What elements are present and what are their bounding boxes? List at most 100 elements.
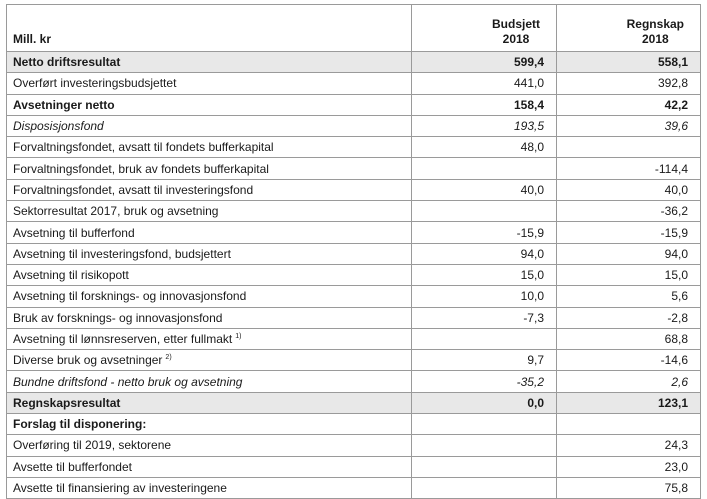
row-label: Avsetning til forsknings- og innovasjons… [6, 285, 412, 308]
row-label-text: Sektorresultat 2017, bruk og avsetning [13, 204, 219, 219]
table-row: Diverse bruk og avsetninger 2) 9,7 -14,6 [6, 349, 701, 372]
row-budsjett-value: 9,7 [411, 349, 557, 372]
row-label: Diverse bruk og avsetninger 2) [6, 349, 412, 372]
row-label: Avsette til finansiering av investeringe… [6, 476, 412, 499]
row-budsjett-value: 0,0 [411, 391, 557, 415]
row-regnskap-value: 5,6 [556, 285, 701, 308]
footnote-marker: 2) [165, 354, 172, 362]
row-regnskap-value: 23,0 [556, 455, 701, 478]
table-row: Forvaltningsfondet, bruk av fondets buff… [6, 157, 701, 180]
row-label-text: Avsetning til risikopott [13, 268, 129, 283]
row-label: Regnskapsresultat [6, 391, 412, 415]
row-budsjett-value [411, 455, 557, 478]
table-row: Bundne driftsfond - netto bruk og avsetn… [6, 370, 701, 393]
row-budsjett-value [411, 413, 557, 436]
row-label: Avsetninger netto [6, 93, 412, 116]
table-row: Avsetning til bufferfond -15,9 -15,9 [6, 221, 701, 244]
row-label-text: Avsetning til investeringsfond, budsjett… [13, 246, 231, 261]
row-budsjett-value: 15,0 [411, 263, 557, 287]
row-budsjett-value: 48,0 [411, 136, 557, 159]
table-row: Avsetning til lønnsreserven, etter fullm… [6, 327, 701, 351]
row-label: Overført investeringsbudsjettet [6, 72, 412, 95]
row-budsjett-value: -15,9 [411, 221, 557, 244]
row-label: Overføring til 2019, sektorene [6, 434, 412, 457]
row-regnskap-value: 40,0 [556, 178, 701, 202]
row-regnskap-value: 2,6 [556, 370, 701, 393]
table-row: Regnskapsresultat 0,0 123,1 [6, 391, 701, 415]
row-label-text: Avsette til bufferfondet [13, 459, 132, 474]
row-label-text: Forvaltningsfondet, avsatt til investeri… [13, 182, 254, 197]
header-unit-label: Mill. kr [6, 4, 412, 52]
row-label: Netto driftsresultat [6, 50, 412, 74]
row-budsjett-value: 40,0 [411, 178, 557, 202]
header-regnskap-line2: 2018 [641, 32, 669, 46]
row-regnskap-value [556, 413, 701, 436]
row-label: Sektorresultat 2017, bruk og avsetning [6, 200, 412, 223]
row-label-text: Disposisjonsfond [13, 119, 104, 134]
row-label: Avsetning til bufferfond [6, 221, 412, 244]
row-regnskap-value: 39,6 [556, 114, 701, 138]
row-regnskap-value: -15,9 [556, 221, 701, 244]
row-label-text: Overføring til 2019, sektorene [13, 438, 172, 453]
header-budsjett-line1: Budsjett [492, 17, 540, 31]
row-regnskap-value: -14,6 [556, 349, 701, 372]
row-regnskap-value: 42,2 [556, 93, 701, 116]
row-regnskap-value: 75,8 [556, 476, 701, 499]
row-budsjett-value: 10,0 [411, 285, 557, 308]
row-regnskap-value: 15,0 [556, 263, 701, 287]
footnote-marker: 1) [235, 333, 242, 340]
row-regnskap-value: 392,8 [556, 72, 701, 95]
row-regnskap-value: 68,8 [556, 327, 701, 351]
table-row: Avsette til finansiering av investeringe… [6, 476, 701, 499]
table-row: Avsetninger netto 158,4 42,2 [6, 93, 701, 116]
row-regnskap-value: 94,0 [556, 242, 701, 265]
table-row: Overføring til 2019, sektorene 24,3 [6, 434, 701, 457]
table-row: Avsetning til investeringsfond, budsjett… [6, 242, 701, 265]
row-regnskap-value: -36,2 [556, 200, 701, 223]
results-table: Mill. kr Budsjett 2018 Regnskap 2018 Netto… [6, 4, 701, 499]
row-label-text: Avsetning til bufferfond [13, 225, 135, 240]
table-row: Disposisjonsfond 193,5 39,6 [6, 114, 701, 138]
row-budsjett-value [411, 476, 557, 499]
row-label-text: Avsetning til forsknings- og innovasjons… [13, 289, 247, 304]
table-row: Bruk av forsknings- og innovasjonsfond -7… [6, 306, 701, 329]
row-label-text: Forslag til disponering: [13, 417, 147, 432]
row-regnskap-value [556, 136, 701, 159]
row-budsjett-value: 441,0 [411, 72, 557, 95]
table-row: Forvaltningsfondet, avsatt til fondets b… [6, 136, 701, 159]
header-budsjett-line2: 2018 [502, 32, 530, 46]
row-budsjett-value [411, 434, 557, 457]
row-label: Disposisjonsfond [6, 114, 412, 138]
row-regnskap-value: -2,8 [556, 306, 701, 329]
row-budsjett-value: 158,4 [411, 93, 557, 116]
row-regnskap-value: -114,4 [556, 157, 701, 180]
row-budsjett-value [411, 157, 557, 180]
row-label-text: Avsetning til lønnsreserven, etter fullm… [13, 332, 233, 346]
header-regnskap: Regnskap 2018 [556, 4, 701, 52]
row-label: Avsetning til risikopott [6, 263, 412, 287]
row-label-text: Diverse bruk og avsetninger [13, 353, 163, 368]
table-row: Overført investeringsbudsjettet 441,0 392,… [6, 72, 701, 95]
row-budsjett-value: 193,5 [411, 114, 557, 138]
table-row: Avsetning til risikopott 15,0 15,0 [6, 263, 701, 287]
row-regnskap-value: 123,1 [556, 391, 701, 415]
row-label-text: Avsetninger netto [13, 97, 115, 112]
table-row: Sektorresultat 2017, bruk og avsetning -3… [6, 200, 701, 223]
table-row: Netto driftsresultat 599,4 558,1 [6, 50, 701, 74]
row-budsjett-value [411, 200, 557, 223]
row-budsjett-value: 599,4 [411, 50, 557, 74]
table-row: Avsetning til forsknings- og innovasjons… [6, 285, 701, 308]
row-budsjett-value [411, 327, 557, 351]
row-label-text: Forvaltningsfondet, avsatt til fondets b… [13, 140, 274, 155]
row-label-text: Regnskapsresultat [13, 395, 121, 410]
row-label: Forvaltningsfondet, avsatt til investeri… [6, 178, 412, 202]
row-label-text: Overført investeringsbudsjettet [13, 76, 177, 91]
row-budsjett-value: -35,2 [411, 370, 557, 393]
row-label: Avsette til bufferfondet [6, 455, 412, 478]
results-table-container: Mill. kr Budsjett 2018 Regnskap 2018 Netto… [6, 4, 701, 499]
table-row: Forvaltningsfondet, avsatt til investeri… [6, 178, 701, 202]
row-label: Avsetning til investeringsfond, budsjett… [6, 242, 412, 265]
row-label: Avsetning til lønnsreserven, etter fullm… [6, 327, 412, 351]
row-label-text: Avsette til finansiering av investeringe… [13, 481, 227, 496]
row-label: Forvaltningsfondet, bruk av fondets buff… [6, 157, 412, 180]
